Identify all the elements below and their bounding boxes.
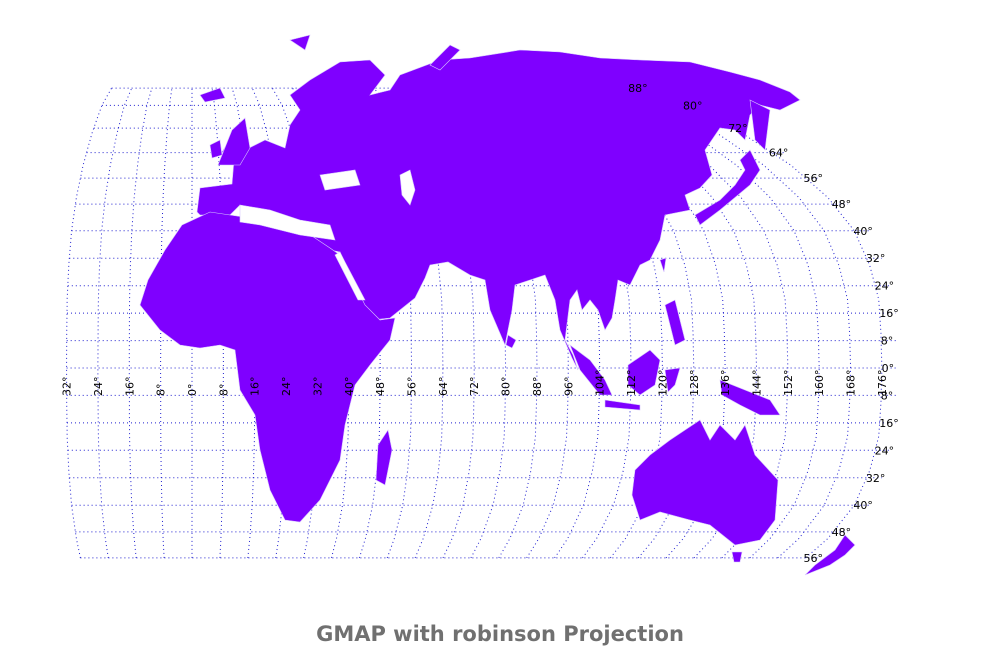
- tasmania: [731, 551, 743, 563]
- eurasia: [196, 49, 801, 371]
- longitude-label: 80°: [500, 377, 513, 396]
- sri-lanka: [505, 334, 517, 349]
- red-sea: [334, 251, 366, 301]
- latitude-label: 40°: [853, 499, 873, 512]
- longitude-label: 64°: [437, 377, 450, 397]
- svalbard: [289, 34, 311, 51]
- novaya-zemlya: [429, 44, 461, 71]
- latitude-label: 32°: [866, 472, 886, 485]
- latitude-label: 32°: [866, 252, 886, 265]
- longitude-label: 112°: [625, 370, 638, 397]
- meridian: [352, 87, 444, 559]
- latitude-label: 8°: [881, 335, 894, 348]
- longitude-label: 32°: [311, 377, 324, 397]
- longitude-label: 0°: [186, 384, 199, 397]
- latitude-label: 88°: [628, 82, 648, 95]
- caspian-sea: [399, 169, 416, 206]
- latitude-label: 48°: [832, 526, 852, 539]
- philippines: [664, 299, 686, 346]
- meridian: [231, 87, 256, 558]
- japan: [694, 149, 761, 226]
- latitude-label: 16°: [879, 417, 899, 430]
- meridian: [128, 87, 153, 558]
- borneo: [627, 349, 661, 396]
- sulawesi: [664, 367, 681, 393]
- longitude-label: 160°: [813, 370, 826, 397]
- australia: [631, 419, 779, 546]
- latitude-label: 16°: [879, 307, 899, 320]
- latitude-label: 72°: [728, 122, 748, 135]
- kamchatka: [749, 99, 771, 151]
- meridian: [97, 87, 133, 558]
- madagascar: [375, 429, 393, 486]
- sumatra: [569, 344, 613, 396]
- meridian: [633, 87, 883, 559]
- longitude-label: 152°: [782, 370, 795, 397]
- longitude-label: 48°: [374, 377, 387, 397]
- new-zealand: [804, 534, 856, 576]
- meridian: [452, 87, 601, 559]
- longitude-label: 8°: [217, 384, 230, 397]
- latitude-label: 56°: [804, 172, 824, 185]
- longitude-label: 16°: [123, 377, 136, 397]
- longitude-label: 16°: [249, 377, 262, 397]
- graticule-labels: 88° 80° 72° 64° 56° 48° 40° 32° 24° 16° 8° 0° 8° 16° 2…: [61, 82, 899, 565]
- latitude-label: 24°: [875, 444, 895, 457]
- meridian: [493, 87, 663, 559]
- longitude-label: 8°: [155, 384, 168, 397]
- map-title: GMAP with robinson Projection: [316, 622, 684, 646]
- longitude-label: 136°: [719, 370, 732, 397]
- longitude-label: 104°: [594, 370, 607, 397]
- longitude-label: 24°: [280, 377, 293, 397]
- longitude-label: 144°: [750, 370, 763, 397]
- latitude-label: 56°: [804, 552, 824, 565]
- latitude-label: 64°: [769, 147, 789, 160]
- ireland: [209, 139, 223, 159]
- latitude-label: 48°: [832, 198, 852, 211]
- latitude-label: 40°: [853, 225, 873, 238]
- longitude-label: 56°: [406, 377, 419, 397]
- taiwan: [659, 257, 667, 273]
- meridian: [372, 87, 475, 559]
- longitude-label: 120°: [656, 370, 669, 397]
- longitude-label: 88°: [531, 377, 544, 397]
- longitude-label: 128°: [688, 370, 701, 397]
- longitude-label: 168°: [845, 370, 858, 397]
- new-guinea: [719, 379, 781, 416]
- meridian: [66, 87, 113, 558]
- longitude-label: 24°: [92, 377, 105, 397]
- java: [604, 399, 641, 411]
- longitude-label: 176°: [876, 370, 889, 397]
- latitude-label: 8°: [881, 389, 894, 402]
- longitude-label: 32°: [61, 377, 74, 397]
- longitude-label: 96°: [562, 377, 575, 397]
- latitude-label: 80°: [683, 99, 703, 112]
- meridian: [593, 87, 820, 559]
- latitude-label: 0°: [882, 362, 895, 375]
- latitude-label: 24°: [875, 280, 895, 293]
- great-britain: [217, 117, 251, 166]
- longitude-label: 40°: [343, 377, 356, 397]
- meridian: [613, 87, 852, 559]
- black-sea: [319, 169, 361, 191]
- mediterranean: [239, 204, 336, 241]
- longitude-label: 72°: [468, 377, 481, 397]
- iceland: [199, 87, 226, 103]
- landmasses: [139, 34, 856, 576]
